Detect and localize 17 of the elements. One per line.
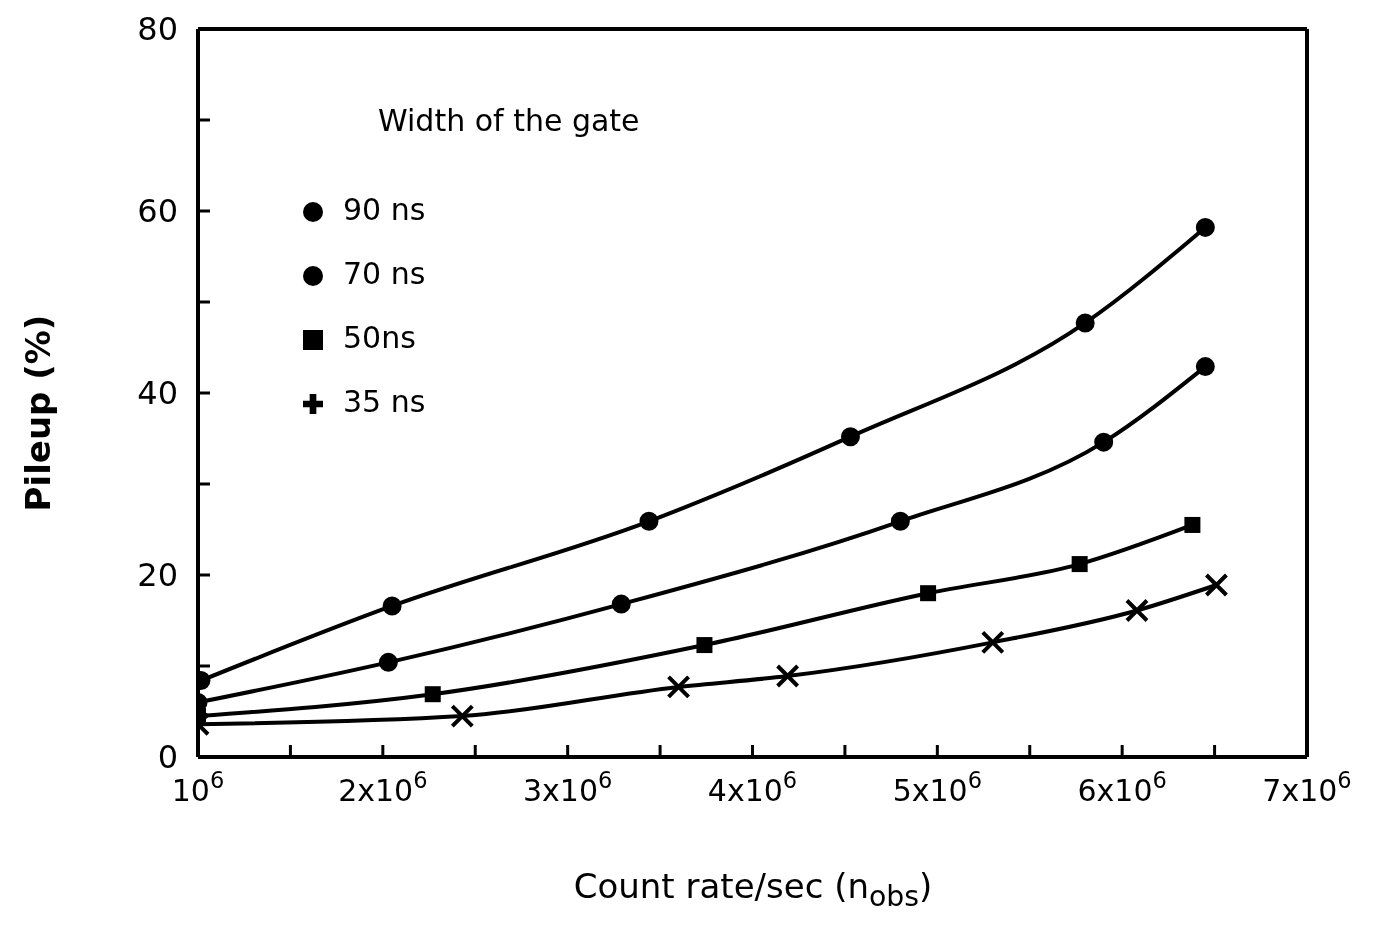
- x-tick-label: 3x10$^{6}$: [522, 767, 613, 808]
- x-tick-label: 4x10$^{6}$: [707, 767, 798, 808]
- y-axis-title: Pileup (%): [18, 314, 58, 511]
- y-tick-label: 60: [137, 192, 178, 230]
- legend-label: 90 ns: [343, 192, 426, 227]
- y-tick-label: 20: [137, 556, 178, 594]
- x-tick-label: 2x10$^{6}$: [338, 767, 428, 808]
- x-tick-label: 7x10$^{6}$: [1262, 767, 1352, 808]
- legend-label: 50ns: [343, 320, 416, 355]
- x-axis-title: Count rate/sec (n$_{obs}$): [573, 866, 933, 913]
- y-tick-label: 80: [137, 10, 178, 48]
- legend-label: 70 ns: [343, 256, 426, 291]
- legend-title: Width of the gate: [378, 103, 640, 138]
- x-tick-label: 5x10$^{6}$: [892, 767, 983, 808]
- x-tick-label: 6x10$^{6}$: [1077, 767, 1167, 808]
- y-tick-label: 40: [137, 374, 178, 412]
- legend-label: 35 ns: [343, 384, 426, 419]
